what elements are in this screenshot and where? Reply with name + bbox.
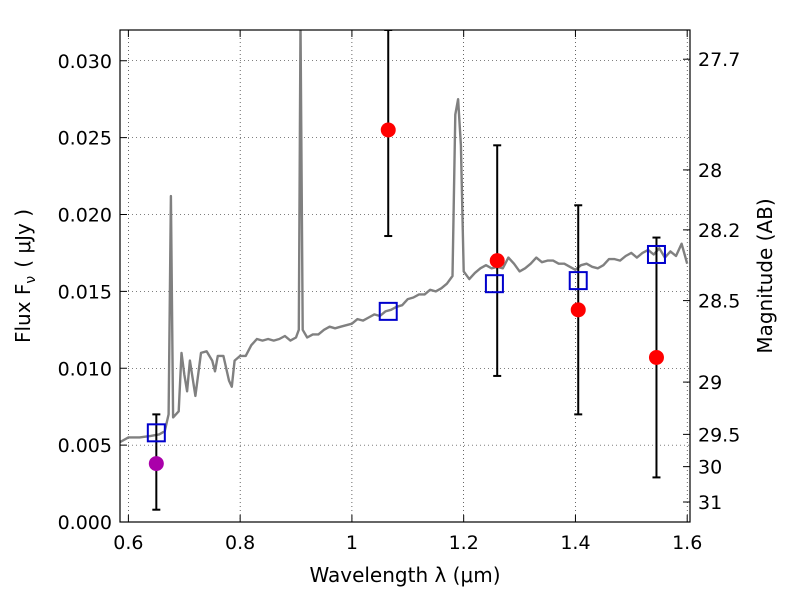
model-band-square <box>146 423 166 443</box>
x-tick-label: 1.4 <box>560 532 590 554</box>
observed-point <box>648 349 664 365</box>
magnitude-tick-label: 28.5 <box>698 291 740 313</box>
model-band-square <box>568 271 588 291</box>
observed-point <box>570 302 586 318</box>
magnitude-tick-label: 29.5 <box>698 424 740 446</box>
magnitude-tick-label: 31 <box>698 492 722 514</box>
y-tick-label: 0.020 <box>58 205 112 227</box>
x-tick-label: 1 <box>346 532 358 554</box>
magnitude-tick-label: 27.7 <box>698 49 740 71</box>
x-tick-label: 1.6 <box>672 532 702 554</box>
model-band-square <box>378 301 398 321</box>
ticks: 0.6 0.8 1 1.2 1.4 1.6 0.000 0.005 0.010 0.015 0.02… <box>58 30 740 554</box>
magnitude-tick-label: 28.2 <box>698 220 740 242</box>
observed-point <box>489 253 505 269</box>
x-tick-label: 0.8 <box>225 532 255 554</box>
y-axis-label-unit: ( μJy ) <box>11 209 35 268</box>
x-axis-label: Wavelength λ (μm) <box>309 563 500 587</box>
model-band-square <box>646 244 666 264</box>
grid <box>120 30 690 523</box>
plot-data <box>120 30 689 511</box>
y-tick-label: 0.010 <box>58 358 112 380</box>
observed-point <box>148 456 164 472</box>
y-axis-label-sub: ν <box>23 276 39 284</box>
model-spectrum-line <box>120 30 689 444</box>
y-axis-label-flux: Flux F <box>11 284 35 343</box>
plot-frame <box>119 29 691 523</box>
y-tick-label: 0.000 <box>58 512 112 534</box>
y-tick-label: 0.030 <box>58 51 112 73</box>
observed-point <box>380 122 396 138</box>
magnitude-tick-label: 30 <box>698 457 722 479</box>
y-tick-label: 0.015 <box>58 281 112 303</box>
model-band-square <box>484 274 504 294</box>
x-tick-label: 1.2 <box>449 532 479 554</box>
magnitude-tick-label: 28 <box>698 160 722 182</box>
x-tick-label: 0.6 <box>113 532 143 554</box>
magnitude-tick-label: 29 <box>698 372 722 394</box>
y-axis-label-right: Magnitude (AB) <box>753 198 777 353</box>
y-axis-label-left: Flux Fν ( μJy ) <box>11 209 39 343</box>
y-tick-label: 0.005 <box>58 435 112 457</box>
y-tick-label: 0.025 <box>58 128 112 150</box>
